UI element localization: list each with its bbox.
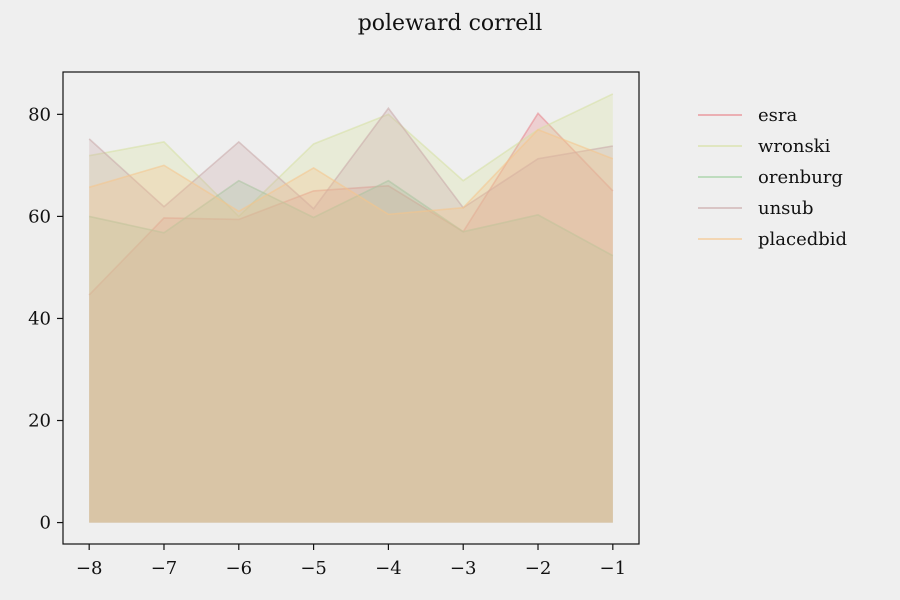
area-line-esra bbox=[88, 112, 614, 296]
legend-item-unsub: unsub bbox=[698, 198, 814, 219]
x-tick-label: −3 bbox=[450, 558, 477, 579]
y-tick-label: 20 bbox=[28, 411, 51, 432]
area-fill-unsub bbox=[89, 108, 613, 523]
area-fill-wronski bbox=[89, 93, 613, 523]
series-orenburg bbox=[89, 179, 614, 523]
x-tick-label: −7 bbox=[151, 558, 178, 579]
x-tick-label: −8 bbox=[76, 558, 103, 579]
y-tick-label: 40 bbox=[28, 308, 51, 329]
y-tick-label: 60 bbox=[28, 206, 51, 227]
area-line-unsub bbox=[88, 106, 613, 210]
x-tick-label: −6 bbox=[226, 558, 253, 579]
plot-frame bbox=[62, 71, 640, 545]
plot-area bbox=[63, 72, 639, 544]
area-line-wronski bbox=[89, 93, 614, 218]
legend-label: esra bbox=[758, 105, 797, 126]
legend-label: orenburg bbox=[758, 167, 843, 188]
legend-item-placedbid: placedbid bbox=[698, 229, 847, 250]
x-tick-label: −5 bbox=[300, 558, 327, 579]
area-fill-esra bbox=[89, 113, 613, 523]
legend-label: placedbid bbox=[758, 229, 847, 250]
axes: −8 −7 −6 −5 −4 −3 −2 −1 0 20 40 60 80 bbox=[28, 71, 640, 579]
y-tick-label: 0 bbox=[40, 513, 51, 534]
series-esra bbox=[88, 112, 614, 523]
x-tick-label: −1 bbox=[600, 558, 627, 579]
series-unsub bbox=[88, 106, 613, 523]
chart-title: poleward correll bbox=[358, 11, 543, 36]
x-tick-label: −2 bbox=[525, 558, 552, 579]
y-tick-label: 80 bbox=[28, 104, 51, 125]
legend-item-wronski: wronski bbox=[698, 136, 831, 157]
area-line-orenburg bbox=[89, 179, 614, 257]
series-wronski bbox=[89, 93, 614, 523]
legend: esra wronski orenburg unsub placedbid bbox=[698, 105, 847, 250]
x-tick-label: −4 bbox=[375, 558, 402, 579]
plot-background bbox=[63, 72, 639, 544]
legend-label: unsub bbox=[758, 198, 814, 219]
series-placedbid bbox=[88, 128, 614, 523]
legend-item-esra: esra bbox=[698, 105, 797, 126]
legend-label: wronski bbox=[758, 136, 831, 157]
legend-item-orenburg: orenburg bbox=[698, 167, 843, 188]
area-fill-placedbid bbox=[89, 129, 613, 523]
area-line-placedbid bbox=[88, 128, 614, 216]
area-fill-orenburg bbox=[89, 180, 613, 523]
